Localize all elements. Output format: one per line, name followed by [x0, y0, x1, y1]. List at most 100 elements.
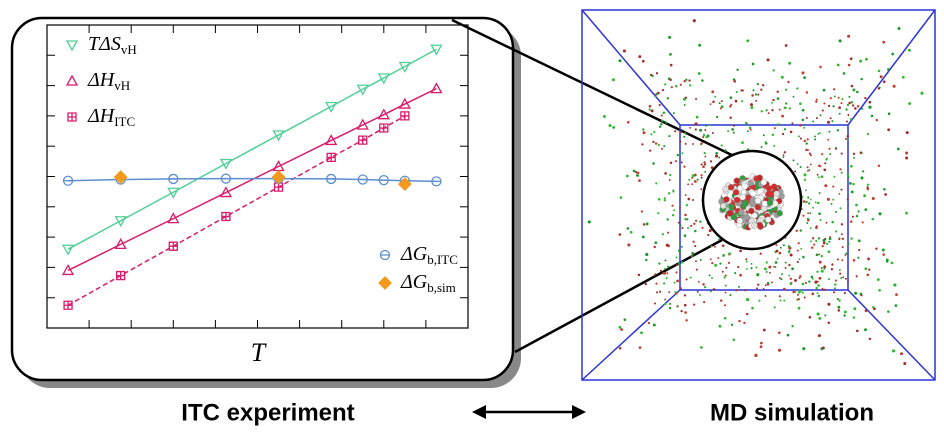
particle — [618, 346, 622, 350]
particle — [654, 241, 658, 245]
particle — [725, 266, 728, 269]
particle — [766, 281, 770, 285]
particle — [679, 140, 682, 143]
particle — [866, 183, 870, 186]
particle — [663, 145, 666, 148]
particle — [905, 131, 909, 135]
particle — [847, 242, 850, 245]
atom — [772, 200, 779, 207]
particle — [629, 230, 633, 234]
particle — [868, 268, 871, 271]
atom — [765, 216, 772, 223]
particle — [819, 218, 822, 222]
particle — [750, 103, 753, 107]
particle — [789, 130, 793, 134]
marker — [168, 173, 179, 185]
marker — [114, 216, 127, 228]
particle — [810, 246, 814, 249]
particle — [819, 65, 822, 69]
particle — [776, 257, 779, 260]
particle — [811, 277, 814, 280]
particle — [751, 94, 754, 97]
particle — [694, 122, 698, 126]
particle — [730, 323, 734, 327]
particle — [820, 254, 823, 258]
particle — [778, 331, 781, 335]
box-edge — [847, 289, 936, 381]
particle — [683, 103, 686, 106]
particle — [666, 272, 669, 275]
atom — [733, 177, 741, 184]
particle — [745, 298, 750, 302]
particle — [815, 286, 818, 290]
marker — [326, 152, 336, 163]
legend-subscript: vH — [121, 42, 137, 57]
particle — [687, 197, 691, 201]
particle — [664, 259, 667, 262]
particle — [887, 68, 890, 71]
particle — [653, 245, 656, 249]
particle — [684, 218, 687, 221]
particle — [867, 257, 870, 261]
particle — [731, 128, 734, 131]
particle — [882, 80, 886, 84]
particle — [757, 93, 760, 96]
particle — [663, 197, 666, 200]
particle — [801, 71, 805, 75]
particle — [791, 267, 794, 271]
legend-name: TΔS — [88, 33, 121, 55]
particle — [702, 136, 705, 139]
particle — [835, 210, 837, 213]
particle — [627, 243, 631, 247]
particle — [727, 130, 730, 133]
particle — [900, 352, 903, 356]
particle — [612, 125, 616, 129]
particle — [774, 266, 777, 269]
particle — [642, 128, 645, 131]
particle — [652, 323, 656, 327]
particle — [836, 258, 839, 261]
particle — [660, 147, 663, 150]
particle — [863, 194, 867, 198]
particle — [684, 132, 687, 135]
particle — [788, 61, 792, 65]
particle — [715, 151, 719, 155]
particle — [833, 95, 836, 98]
particle — [877, 164, 881, 168]
particle — [850, 164, 853, 168]
particle — [832, 198, 835, 201]
particle — [821, 109, 824, 112]
particle — [865, 57, 868, 61]
particle — [905, 156, 909, 160]
particle — [698, 43, 702, 47]
particle — [782, 287, 786, 291]
particle — [685, 204, 689, 207]
particle — [656, 291, 659, 294]
atom — [741, 183, 748, 190]
particle — [845, 120, 849, 123]
particle — [860, 107, 864, 110]
particle — [699, 220, 702, 223]
particle — [814, 280, 818, 284]
particle — [821, 153, 824, 156]
marker — [398, 61, 411, 73]
atom — [773, 190, 780, 197]
particle — [808, 202, 811, 205]
particle — [852, 152, 856, 155]
particle — [885, 258, 889, 262]
particle — [837, 96, 840, 99]
particle — [732, 338, 736, 342]
particle — [625, 174, 629, 178]
particle — [678, 264, 681, 267]
particle — [820, 175, 824, 179]
particle — [663, 271, 667, 275]
particle — [648, 108, 651, 111]
particle — [829, 97, 832, 100]
outer-box — [581, 9, 936, 381]
particle — [835, 230, 838, 233]
marker — [61, 264, 75, 276]
particle — [738, 319, 741, 323]
marker — [61, 244, 75, 256]
particle — [659, 269, 663, 273]
